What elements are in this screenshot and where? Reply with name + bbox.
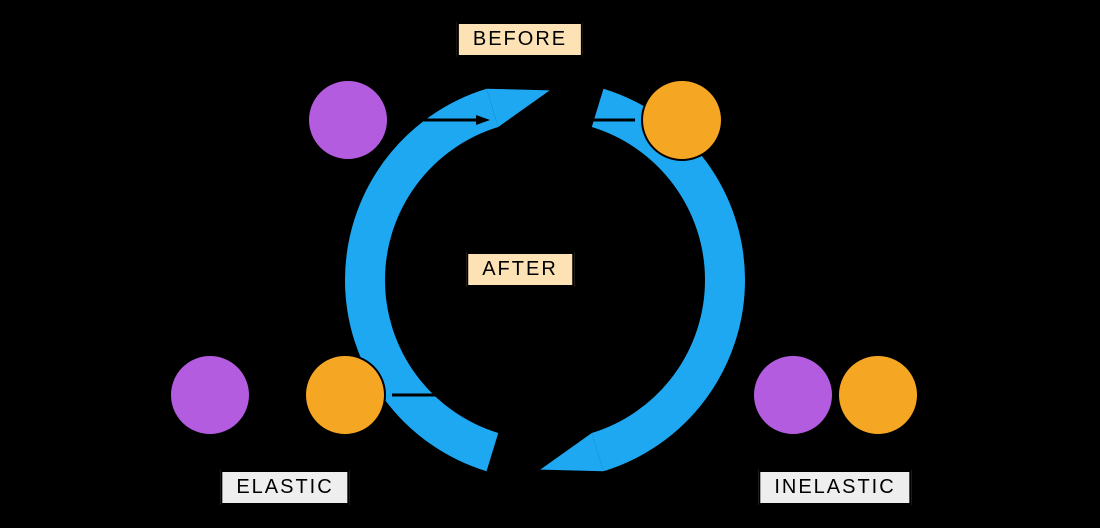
arrow-elastic-purple-head xyxy=(115,390,129,400)
label-after-text: AFTER xyxy=(482,258,558,280)
label-before-text: BEFORE xyxy=(473,28,567,50)
arrow-elastic-orange-head xyxy=(446,390,460,400)
label-inelastic-text: INELASTIC xyxy=(774,476,895,498)
ball-inelastic-purple xyxy=(753,355,833,435)
ball-before-purple xyxy=(308,80,388,160)
arrow-inelastic-head xyxy=(971,390,985,400)
label-elastic: ELASTIC xyxy=(220,470,349,505)
label-inelastic: INELASTIC xyxy=(758,470,911,505)
label-before: BEFORE xyxy=(457,22,583,57)
ball-elastic-orange xyxy=(305,355,385,435)
label-after: AFTER xyxy=(466,252,574,287)
ring-right xyxy=(598,108,725,452)
ball-before-orange xyxy=(642,80,722,160)
ball-elastic-purple xyxy=(170,355,250,435)
ball-inelastic-orange xyxy=(838,355,918,435)
arrow-before-orange-head xyxy=(540,115,554,125)
label-elastic-text: ELASTIC xyxy=(236,476,333,498)
